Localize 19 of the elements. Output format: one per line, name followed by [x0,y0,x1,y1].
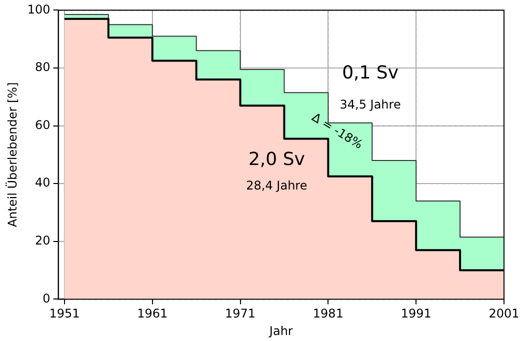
x-tick-label: 1951 [49,306,80,321]
x-tick-label: 1981 [312,306,344,321]
y-tick-label: 100 [27,2,50,16]
x-tick-label: 1991 [400,306,432,321]
annotation: 0,1 Sv [342,62,399,84]
x-tick-label: 1971 [225,306,256,321]
x-tick-label: 2001 [488,306,520,321]
y-tick-label: 20 [35,234,50,248]
annotation: 34,5 Jahre [340,98,401,112]
y-tick-label: 60 [35,118,50,132]
x-axis-title: Jahr [268,324,293,338]
y-axis-title: Anteil Überlebender [%] [5,82,20,228]
x-tick-label: 1961 [137,306,168,321]
annotation: Δ = -18% [309,110,366,152]
y-tick-label: 80 [35,60,50,74]
y-tick-label: 40 [35,176,50,190]
annotation: 2,0 Sv [248,149,306,170]
y-tick-label: 0 [42,291,50,306]
annotation: 28,4 Jahre [246,178,308,193]
